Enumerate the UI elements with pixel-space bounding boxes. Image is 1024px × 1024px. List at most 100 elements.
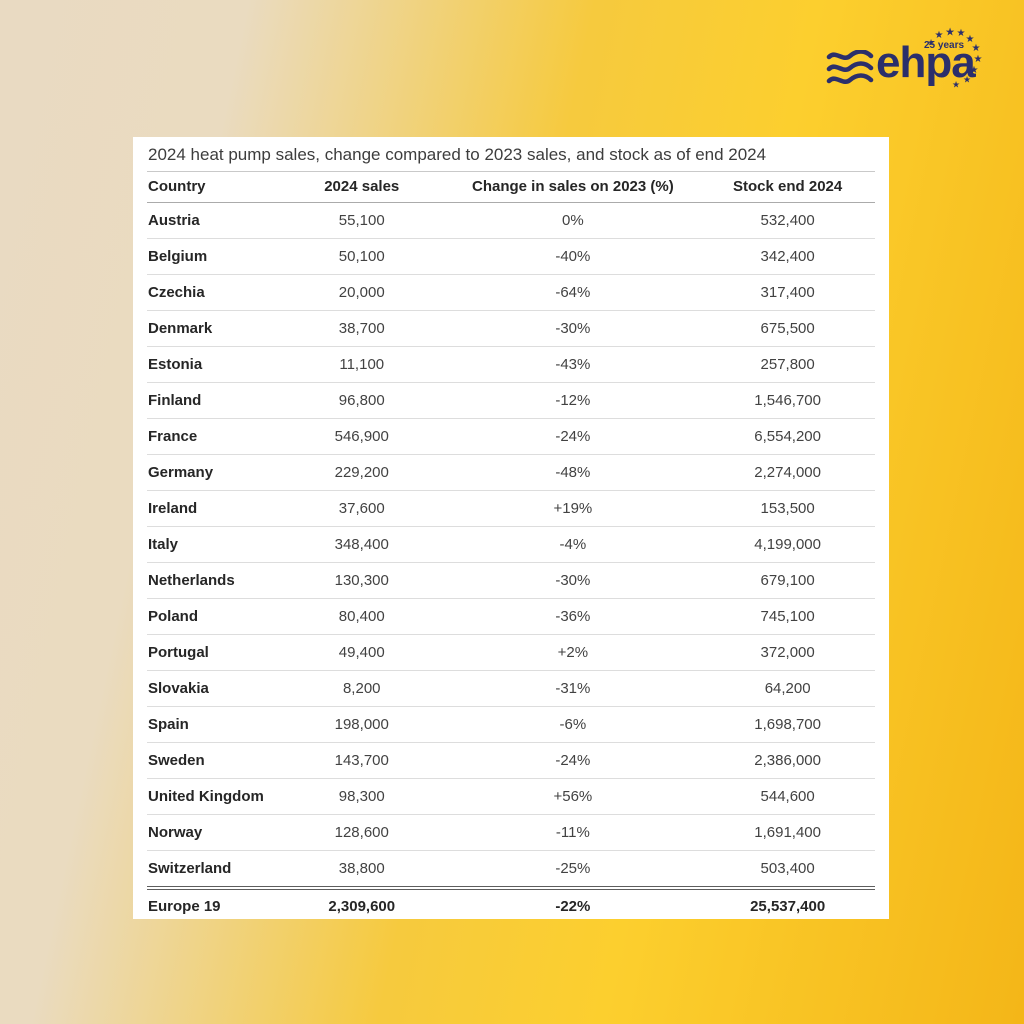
stock-cell: 675,500 <box>700 310 875 347</box>
country-cell: Italy <box>147 526 279 563</box>
star-icon: ★ <box>926 37 936 48</box>
country-cell: Netherlands <box>147 562 279 599</box>
country-cell: Ireland <box>147 490 279 527</box>
sales-cell: 229,200 <box>278 454 446 491</box>
country-cell: Czechia <box>147 274 279 311</box>
table-row: Ireland 37,600 +19% 153,500 <box>147 490 875 527</box>
table-title: 2024 heat pump sales, change compared to… <box>147 141 875 172</box>
sales-cell: 546,900 <box>278 418 446 455</box>
stock-cell: 1,691,400 <box>700 814 875 851</box>
stock-cell: 532,400 <box>700 202 875 239</box>
table-row: Estonia 11,100 -43% 257,800 <box>147 346 875 383</box>
total-stock: 25,537,400 <box>700 886 875 918</box>
stock-cell: 1,546,700 <box>700 382 875 419</box>
star-icon: ★ <box>962 74 972 85</box>
table-row: Sweden 143,700 -24% 2,386,000 <box>147 742 875 779</box>
table-row: Netherlands 130,300 -30% 679,100 <box>147 562 875 599</box>
sales-cell: 49,400 <box>278 634 446 671</box>
star-icon: ★ <box>934 30 944 41</box>
change-cell: -24% <box>445 418 701 455</box>
table-body: Austria 55,100 0% 532,400 Belgium 50,100… <box>147 202 875 889</box>
sales-cell: 348,400 <box>278 526 446 563</box>
table-row: Portugal 49,400 +2% 372,000 <box>147 634 875 671</box>
column-header-change: Change in sales on 2023 (%) <box>445 172 701 203</box>
table-row: Germany 229,200 -48% 2,274,000 <box>147 454 875 491</box>
country-cell: Estonia <box>147 346 279 383</box>
sales-cell: 98,300 <box>278 778 446 815</box>
change-cell: -64% <box>445 274 701 311</box>
sales-cell: 20,000 <box>278 274 446 311</box>
country-cell: Denmark <box>147 310 279 347</box>
column-header-stock: Stock end 2024 <box>700 172 875 203</box>
sales-cell: 38,700 <box>278 310 446 347</box>
change-cell: -36% <box>445 598 701 635</box>
change-cell: -4% <box>445 526 701 563</box>
stock-cell: 2,274,000 <box>700 454 875 491</box>
data-table-card: 2024 heat pump sales, change compared to… <box>133 137 889 919</box>
stock-cell: 1,698,700 <box>700 706 875 743</box>
total-sales: 2,309,600 <box>278 886 446 918</box>
star-icon: ★ <box>965 34 975 45</box>
stock-cell: 4,199,000 <box>700 526 875 563</box>
table-row: Belgium 50,100 -40% 342,400 <box>147 238 875 275</box>
stock-cell: 745,100 <box>700 598 875 635</box>
column-header-country: Country <box>147 172 279 203</box>
change-cell: -30% <box>445 310 701 347</box>
country-cell: Portugal <box>147 634 279 671</box>
stock-cell: 317,400 <box>700 274 875 311</box>
star-icon: ★ <box>973 54 983 65</box>
stock-cell: 2,386,000 <box>700 742 875 779</box>
stock-cell: 6,554,200 <box>700 418 875 455</box>
country-cell: Finland <box>147 382 279 419</box>
sales-cell: 38,800 <box>338 860 385 877</box>
country-cell: Switzerland <box>148 860 232 877</box>
sales-cell: 37,600 <box>278 490 446 527</box>
country-cell: Austria <box>147 202 279 239</box>
table-row: Spain 198,000 -6% 1,698,700 <box>147 706 875 743</box>
star-icon: ★ <box>951 79 961 90</box>
country-cell: Poland <box>147 598 279 635</box>
euro-stars-icon: ★ ★ ★ ★ ★ ★ ★ ★ ★ ★ <box>826 26 996 94</box>
total-label: Europe 19 <box>147 886 279 918</box>
table-row: France 546,900 -24% 6,554,200 <box>147 418 875 455</box>
sales-cell: 198,000 <box>278 706 446 743</box>
stock-cell: 64,200 <box>700 670 875 707</box>
stock-cell: 503,400 <box>760 860 815 877</box>
table-header: Country 2024 sales Change in sales on 20… <box>147 172 875 203</box>
star-icon: ★ <box>971 43 981 54</box>
table-row: United Kingdom 98,300 +56% 544,600 <box>147 778 875 815</box>
sales-cell: 80,400 <box>278 598 446 635</box>
country-cell: Sweden <box>147 742 279 779</box>
change-cell: -24% <box>445 742 701 779</box>
change-cell: +19% <box>445 490 701 527</box>
country-cell: Spain <box>147 706 279 743</box>
change-cell: +56% <box>445 778 701 815</box>
table-row: Slovakia 8,200 -31% 64,200 <box>147 670 875 707</box>
brand-wordmark: ehpa <box>876 38 976 87</box>
table-row: Austria 55,100 0% 532,400 <box>147 202 875 239</box>
table-row: Finland 96,800 -12% 1,546,700 <box>147 382 875 419</box>
table-row: Denmark 38,700 -30% 675,500 <box>147 310 875 347</box>
change-cell: -25% <box>555 860 591 877</box>
change-cell: -31% <box>445 670 701 707</box>
column-header-2024-sales: 2024 sales <box>278 172 446 203</box>
sales-cell: 11,100 <box>278 346 446 383</box>
change-cell: -30% <box>445 562 701 599</box>
stock-cell: 679,100 <box>700 562 875 599</box>
country-cell: France <box>147 418 279 455</box>
country-cell: Germany <box>147 454 279 491</box>
stock-cell: 372,000 <box>700 634 875 671</box>
star-icon: ★ <box>945 26 955 39</box>
star-icon: ★ <box>956 28 966 39</box>
change-cell: -40% <box>445 238 701 275</box>
ehpa-logo: ehpa 25 years ★ ★ ★ ★ ★ ★ ★ ★ ★ ★ <box>826 26 996 94</box>
change-cell: -43% <box>445 346 701 383</box>
sales-table: Country 2024 sales Change in sales on 20… <box>147 172 875 918</box>
table-row: Poland 80,400 -36% 745,100 <box>147 598 875 635</box>
table-total-row: Europe 19 2,309,600 -22% 25,537,400 <box>147 886 875 918</box>
change-cell: -12% <box>445 382 701 419</box>
table-row: Switzerland 38,800 -25% 503,400 <box>147 851 875 889</box>
stock-cell: 257,800 <box>700 346 875 383</box>
stock-cell: 544,600 <box>700 778 875 815</box>
